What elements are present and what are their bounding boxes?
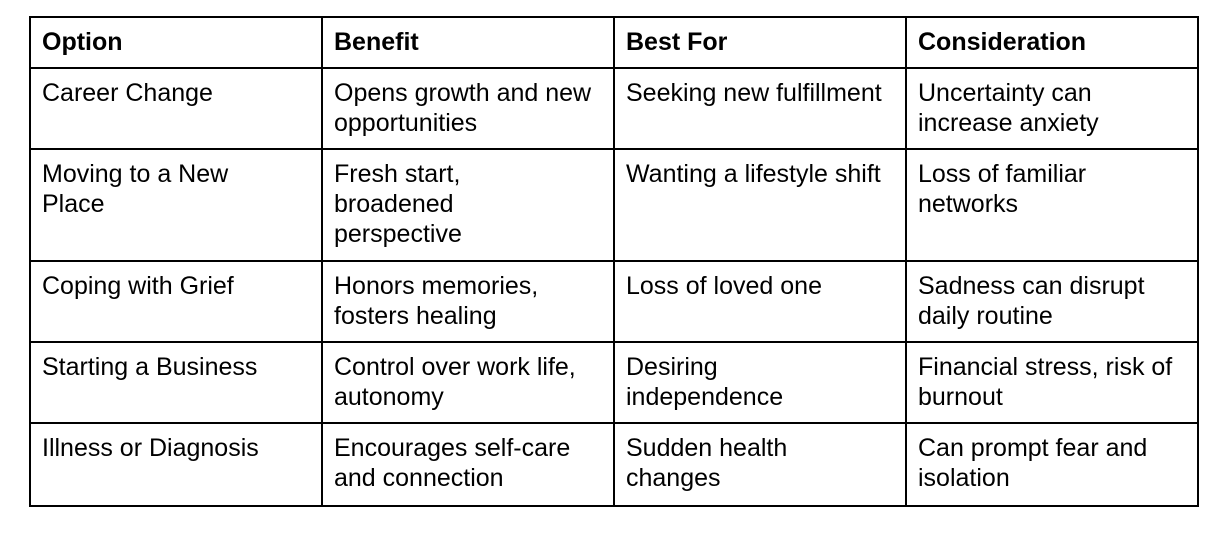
header-option: Option [29, 16, 323, 69]
header-best-for: Best For [613, 16, 907, 69]
cell-benefit: Honors memories, fosters healing [321, 260, 615, 343]
cell-option: Starting a Business [29, 341, 323, 424]
header-benefit: Benefit [321, 16, 615, 69]
table-row: Coping with Grief Honors memories, foste… [29, 260, 1199, 343]
header-consideration: Consideration [905, 16, 1199, 69]
cell-benefit: Encourages self-care and connection [321, 422, 615, 507]
cell-best-for: Desiring independence [613, 341, 907, 424]
cell-consideration: Uncertainty can increase anxiety [905, 67, 1199, 150]
header-row: Option Benefit Best For Consideration [29, 16, 1199, 69]
cell-option: Coping with Grief [29, 260, 323, 343]
cell-consideration: Sadness can disrupt daily routine [905, 260, 1199, 343]
cell-benefit: Fresh start, broadened perspective [321, 148, 615, 262]
cell-best-for: Sudden health changes [613, 422, 907, 507]
cell-benefit: Control over work life, autonomy [321, 341, 615, 424]
cell-benefit: Opens growth and new opportunities [321, 67, 615, 150]
options-table: Option Benefit Best For Consideration Ca… [29, 16, 1199, 507]
table-row: Starting a Business Control over work li… [29, 341, 1199, 424]
table-row: Illness or Diagnosis Encourages self-car… [29, 422, 1199, 507]
cell-consideration: Can prompt fear and isolation [905, 422, 1199, 507]
cell-consideration: Loss of familiar networks [905, 148, 1199, 262]
cell-best-for: Loss of loved one [613, 260, 907, 343]
cell-option: Illness or Diagnosis [29, 422, 323, 507]
cell-best-for: Wanting a lifestyle shift [613, 148, 907, 262]
cell-consideration: Financial stress, risk of burnout [905, 341, 1199, 424]
cell-option: Career Change [29, 67, 323, 150]
cell-option: Moving to a New Place [29, 148, 323, 262]
table-row: Career Change Opens growth and new oppor… [29, 67, 1199, 150]
cell-best-for: Seeking new fulfillment [613, 67, 907, 150]
table-row: Moving to a New Place Fresh start, broad… [29, 148, 1199, 262]
